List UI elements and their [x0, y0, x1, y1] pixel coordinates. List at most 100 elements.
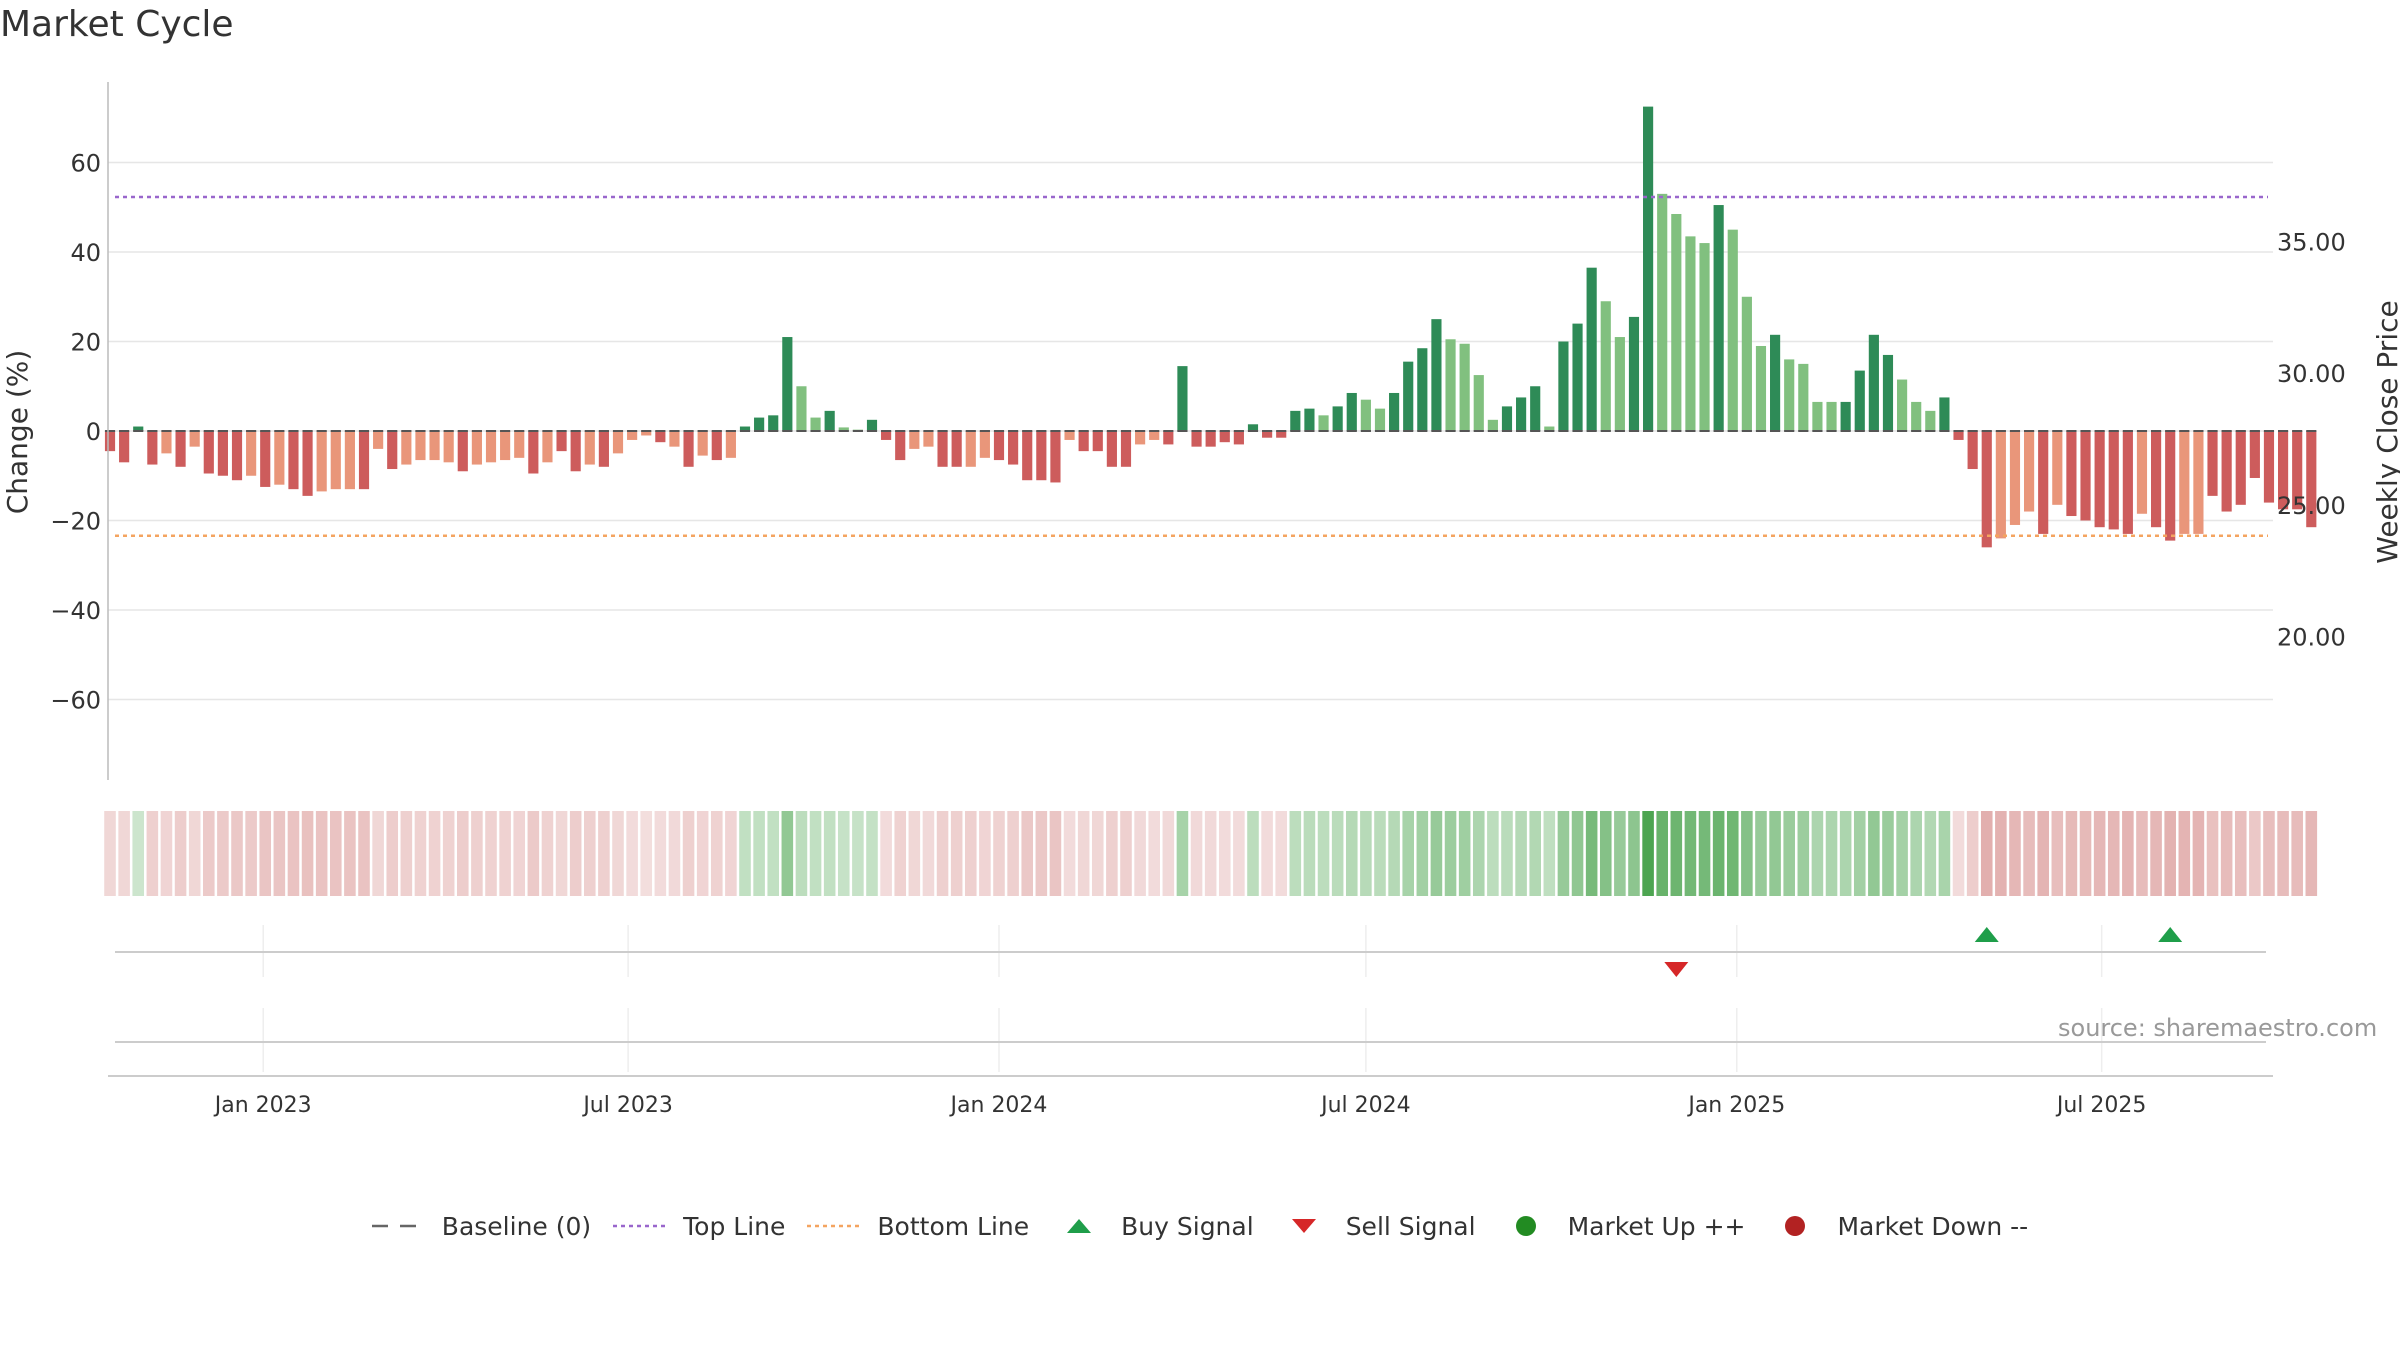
heat-cell	[1176, 811, 1189, 896]
triangle-up-icon	[1067, 1219, 1092, 1233]
bar	[1487, 419, 1498, 431]
bar	[2094, 431, 2105, 528]
heat-cell	[1472, 811, 1485, 896]
bar	[1036, 431, 1047, 481]
heat-cell	[583, 811, 596, 896]
bar	[1431, 319, 1442, 431]
bar	[838, 427, 849, 431]
heat-cell	[1501, 811, 1513, 896]
bar	[401, 431, 412, 465]
y-tick-label: 20	[70, 329, 101, 357]
bar	[175, 431, 186, 467]
heat-cell	[301, 811, 314, 896]
heat-cell	[1091, 811, 1104, 896]
heat-cell	[880, 811, 892, 896]
bar	[2136, 431, 2148, 514]
heat-cell	[640, 811, 653, 896]
heat-cell	[132, 811, 145, 896]
heat-cell	[1275, 811, 1287, 896]
heat-cell	[979, 811, 991, 896]
heat-cell	[2192, 811, 2205, 896]
bar	[1403, 361, 1414, 431]
heat-cell	[2164, 811, 2176, 896]
heat-cell	[2079, 811, 2092, 896]
heat-cell	[781, 811, 794, 896]
bar	[1741, 296, 1752, 431]
heat-cell	[2206, 811, 2219, 896]
heat-cell	[2220, 811, 2233, 896]
bar	[2151, 431, 2162, 528]
legend-label: Market Up ++	[1567, 1211, 1746, 1241]
heat-cell	[2150, 811, 2162, 896]
heat-cell	[1430, 811, 1443, 896]
bar	[1022, 431, 1033, 481]
bar	[1840, 401, 1851, 431]
heat-cell	[118, 811, 130, 896]
heat-cell	[457, 811, 469, 896]
bar	[1530, 386, 1541, 431]
heat-cell	[174, 811, 187, 896]
heat-cell	[1063, 811, 1076, 896]
bar	[514, 431, 525, 458]
heat-cell	[1868, 811, 1880, 896]
bar	[2066, 431, 2077, 517]
heat-cell	[2305, 811, 2318, 896]
bar	[471, 431, 482, 465]
bar	[810, 417, 821, 431]
heat-cell	[541, 811, 554, 896]
y-right-tick-label: 20.00	[2277, 623, 2346, 651]
heat-cell	[1614, 811, 1626, 896]
x-tick-label: Jan 2025	[1686, 1093, 1785, 1118]
bar	[2277, 431, 2289, 510]
heat-cell	[993, 811, 1005, 896]
legend-label: Baseline (0)	[441, 1211, 592, 1241]
bar	[909, 431, 920, 449]
heat-cell	[414, 811, 427, 896]
bar	[1544, 426, 1555, 431]
bar	[937, 431, 948, 467]
heat-cell	[513, 811, 526, 896]
heat-cell	[612, 811, 624, 896]
bar	[1008, 431, 1019, 465]
bar	[754, 417, 765, 431]
bar	[923, 431, 934, 447]
heat-cell	[1938, 811, 1951, 896]
y-tick-label: −20	[50, 507, 101, 535]
heat-cell	[1261, 811, 1273, 896]
heat-cell	[2122, 811, 2134, 896]
heat-cell	[1515, 811, 1527, 896]
heat-cell	[358, 811, 370, 896]
heat-cell	[188, 811, 201, 896]
heat-cell	[1190, 811, 1203, 896]
bar	[1191, 431, 1202, 447]
grid-lines	[108, 161, 2273, 701]
heat-cell	[1557, 811, 1570, 896]
bar	[1318, 415, 1329, 431]
heat-cell	[753, 811, 765, 896]
bar	[161, 431, 172, 454]
bar	[1262, 431, 1273, 438]
bar	[373, 431, 384, 449]
heat-cell	[2263, 811, 2275, 896]
bar	[2024, 431, 2035, 512]
heat-cell	[1529, 811, 1541, 896]
bar	[1784, 359, 1795, 431]
heat-cell	[1303, 811, 1316, 896]
heat-cell	[527, 811, 540, 896]
bar	[330, 431, 341, 490]
bar	[1120, 431, 1132, 467]
bar	[1699, 243, 1710, 431]
bar	[1473, 375, 1484, 431]
heat-cell	[1599, 811, 1612, 896]
bar	[951, 431, 962, 467]
bar	[1276, 431, 1287, 438]
legend-item: Bottom Line	[807, 1212, 1029, 1241]
heat-cell	[1642, 811, 1654, 896]
bar	[1092, 431, 1103, 452]
heat-cell	[1402, 811, 1414, 896]
legend-item: Top Line	[613, 1212, 785, 1241]
line-swatch-icon	[807, 1224, 864, 1228]
bar	[711, 431, 722, 461]
heat-cell	[1712, 811, 1725, 896]
bar	[1995, 431, 2006, 539]
